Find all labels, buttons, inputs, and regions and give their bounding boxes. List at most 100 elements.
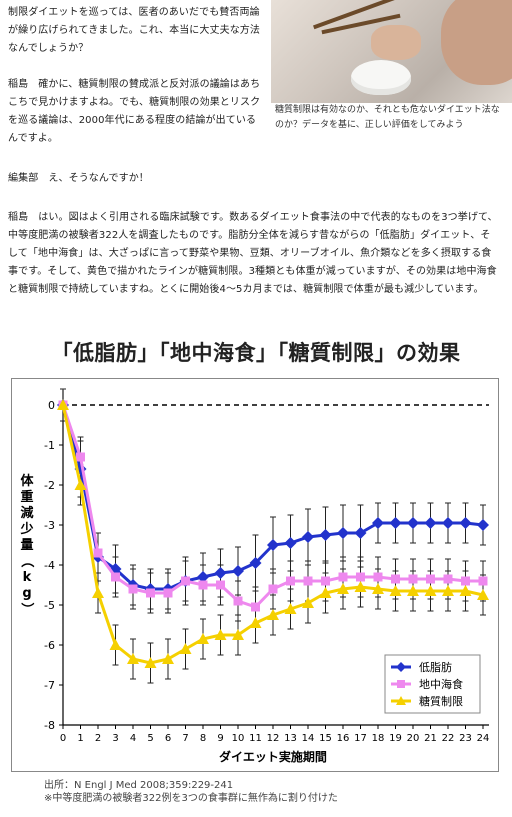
- data-point-square: [426, 574, 435, 584]
- y-tick-label: -3: [44, 519, 55, 532]
- y-axis-label-char: 量: [20, 538, 33, 553]
- data-point-triangle: [302, 597, 314, 608]
- data-point-diamond: [319, 529, 332, 541]
- legend-marker: [396, 696, 406, 705]
- data-point-triangle: [249, 617, 262, 628]
- article-paragraph: 稲島 確かに、糖質制限の賛成派と反対派の議論はあちこちで見かけますよね。でも、糖…: [8, 79, 261, 144]
- data-point-triangle: [407, 585, 419, 596]
- data-point-diamond: [284, 537, 297, 549]
- data-point-square: [356, 572, 365, 582]
- data-point-diamond: [232, 565, 244, 577]
- data-point-square: [146, 588, 155, 598]
- data-point-triangle: [214, 629, 227, 640]
- x-tick-label: 22: [442, 733, 455, 744]
- data-point-square: [408, 574, 418, 584]
- source-citation: 出所：N Engl J Med 2008;359:229-241: [44, 780, 234, 791]
- legend-label: 低脂肪: [419, 660, 452, 674]
- data-point-square: [251, 602, 260, 612]
- data-point-triangle: [389, 585, 402, 596]
- data-point-square: [338, 572, 348, 582]
- data-point-square: [373, 572, 383, 582]
- data-point-diamond: [302, 531, 314, 543]
- chart-title: 「低脂肪」「地中海食」「糖質制限」の効果: [51, 341, 461, 365]
- data-point-diamond: [249, 557, 262, 569]
- data-point-square: [76, 452, 85, 462]
- data-point-diamond: [354, 527, 367, 539]
- data-point-triangle: [442, 585, 454, 596]
- rice-bowl-icon: [351, 60, 411, 95]
- source-note: ※中等度肥満の被験者322例を3つの食事群に無作為に割り付けた: [44, 793, 338, 804]
- data-point-square: [321, 576, 330, 586]
- x-tick-label: 11: [249, 733, 262, 744]
- y-axis-label-char: 少: [19, 521, 33, 537]
- data-point-diamond: [267, 539, 279, 551]
- data-point-triangle: [144, 657, 157, 668]
- data-point-square: [443, 574, 453, 584]
- legend-marker: [397, 680, 405, 688]
- data-point-diamond: [442, 517, 454, 529]
- x-tick-label: 9: [217, 733, 223, 744]
- data-point-triangle: [92, 587, 104, 598]
- x-tick-label: 7: [182, 733, 188, 744]
- data-point-square: [216, 580, 225, 590]
- data-point-triangle: [459, 585, 472, 596]
- data-point-diamond: [477, 519, 489, 531]
- x-tick-label: 15: [319, 733, 332, 744]
- data-point-diamond: [372, 517, 384, 529]
- data-point-triangle: [127, 653, 139, 664]
- data-point-triangle: [372, 583, 384, 594]
- photo-caption: 糖質制限は有効なのか、それとも危ないダイエット法なのか？データを基に、正しい評価…: [275, 105, 500, 130]
- y-tick-label: -4: [44, 559, 55, 572]
- data-point-square: [198, 580, 208, 590]
- data-point-square: [111, 572, 120, 582]
- data-point-triangle: [354, 581, 367, 592]
- x-tick-label: 23: [459, 733, 472, 744]
- x-tick-label: 1: [77, 733, 83, 744]
- article-paragraph: 編集部 え、そうなんですか！: [8, 173, 149, 184]
- y-tick-label: -7: [44, 679, 55, 692]
- x-tick-label: 16: [337, 733, 350, 744]
- data-point-diamond: [197, 571, 209, 583]
- x-axis-label: ダイエット実施期間: [219, 749, 327, 764]
- data-point-triangle: [319, 587, 332, 598]
- data-point-triangle: [477, 589, 489, 600]
- x-tick-label: 21: [424, 733, 437, 744]
- data-point-triangle: [57, 399, 69, 410]
- data-point-square: [163, 588, 173, 598]
- data-point-triangle: [197, 633, 209, 644]
- x-tick-label: 2: [95, 733, 101, 744]
- x-tick-label: 14: [302, 733, 315, 744]
- y-tick-label: -2: [44, 479, 55, 492]
- data-point-square: [391, 574, 400, 584]
- data-point-triangle: [232, 629, 244, 640]
- x-tick-label: 12: [267, 733, 280, 744]
- data-point-triangle: [267, 609, 279, 620]
- data-point-square: [478, 576, 488, 586]
- data-point-diamond: [424, 517, 437, 529]
- y-axis-label-char: k: [23, 570, 32, 585]
- data-point-triangle: [179, 643, 192, 654]
- data-point-diamond: [459, 517, 472, 529]
- legend-label: 糖質制限: [419, 694, 463, 708]
- y-axis-label-char: ）: [19, 602, 35, 615]
- x-tick-label: 17: [354, 733, 367, 744]
- article-paragraph: 稲島 はい。図はよく引用される臨床試験です。数あるダイエット食事法の中で代表的な…: [8, 212, 498, 295]
- y-tick-label: -8: [44, 719, 55, 732]
- data-point-square: [93, 548, 103, 558]
- data-point-triangle: [337, 583, 349, 594]
- y-tick-label: -1: [44, 439, 55, 452]
- data-point-triangle: [424, 585, 437, 596]
- legend-marker: [396, 662, 406, 672]
- data-point-square: [233, 596, 243, 606]
- data-point-square: [286, 576, 295, 586]
- x-tick-label: 3: [112, 733, 118, 744]
- x-tick-label: 18: [372, 733, 385, 744]
- x-tick-label: 5: [147, 733, 153, 744]
- data-point-triangle: [74, 479, 87, 490]
- x-tick-label: 8: [200, 733, 206, 744]
- photo-eating-rice: [271, 0, 512, 103]
- data-point-diamond: [389, 517, 402, 529]
- x-tick-label: 4: [130, 733, 136, 744]
- y-axis-label-char: g: [22, 586, 31, 601]
